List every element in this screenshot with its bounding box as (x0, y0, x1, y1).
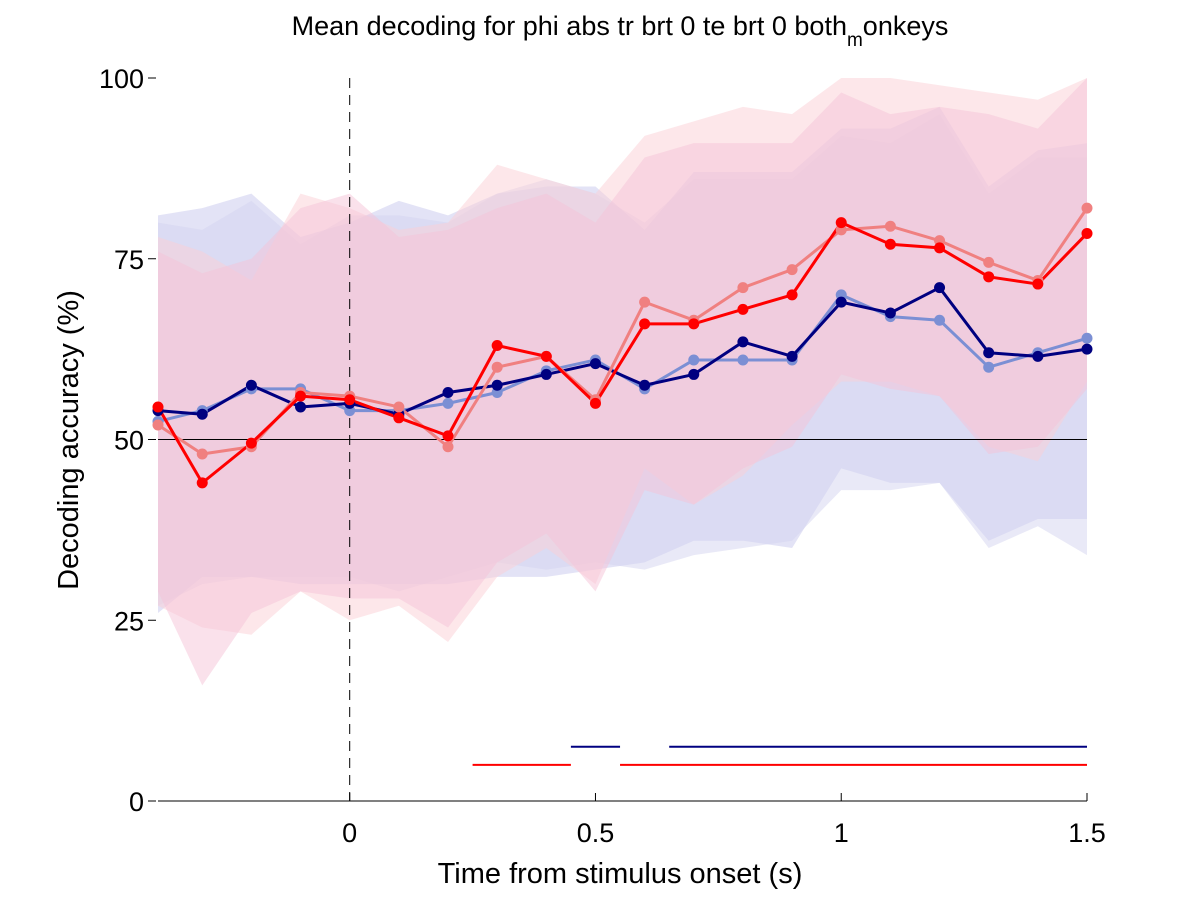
tick-labels: 0 0.5 1 1.5 0 25 50 75 100 (99, 64, 1106, 848)
data-point-s4-10 (589, 397, 601, 409)
y-axis-label: Decoding accuracy (%) (53, 290, 85, 590)
data-point-s2-15 (835, 296, 847, 308)
y-tick-label-1: 0 (129, 787, 144, 817)
data-point-s3-14 (786, 264, 798, 276)
data-point-s4-11 (639, 318, 651, 330)
data-point-s2-14 (786, 350, 798, 362)
y-tick-label-4: 75 (114, 245, 144, 275)
data-point-s2-18 (983, 347, 995, 359)
data-point-s1-12 (688, 354, 700, 366)
data-point-s4-2 (196, 477, 208, 489)
data-point-s2-16 (884, 307, 896, 319)
data-point-s3-13 (737, 282, 749, 294)
data-point-s1-13 (737, 354, 749, 366)
x-tick-label-4: 1.5 (1068, 818, 1106, 848)
data-point-s4-3 (245, 437, 257, 449)
data-point-s4-19 (1032, 278, 1044, 290)
data-point-s2-17 (934, 282, 946, 294)
data-point-s2-8 (491, 379, 503, 391)
data-point-s4-16 (884, 238, 896, 250)
series-lines (156, 207, 1089, 485)
reference-lines (158, 78, 1087, 801)
data-point-s3-8 (491, 361, 503, 373)
data-point-s3-1 (152, 419, 164, 431)
data-point-s1-18 (983, 361, 995, 373)
x-tick-label-3: 1 (834, 818, 849, 848)
confidence-bands (158, 78, 1087, 686)
series-line-2 (157, 286, 1088, 416)
data-point-s2-4 (295, 401, 307, 413)
data-point-s3-7 (442, 441, 454, 453)
data-point-s4-12 (688, 318, 700, 330)
chart-title: Mean decoding for phi abs tr brt 0 te br… (292, 11, 949, 51)
data-point-s2-9 (540, 368, 552, 380)
data-point-s2-2 (196, 408, 208, 420)
chart-title-subscript: m (847, 30, 863, 51)
x-axis-label: Time from stimulus onset (s) (438, 858, 803, 890)
series-line-3 (157, 207, 1089, 456)
data-point-s3-18 (983, 256, 995, 268)
x-tick-label-1: 0 (342, 818, 357, 848)
series-line-4 (156, 221, 1089, 485)
data-point-s4-20 (1081, 227, 1093, 239)
data-point-s4-17 (934, 242, 946, 254)
data-point-s4-5 (344, 394, 356, 406)
x-tick-label-2: 0.5 (577, 818, 615, 848)
data-point-s4-13 (737, 303, 749, 315)
y-tick-label-3: 50 (114, 426, 144, 456)
data-point-s4-15 (835, 217, 847, 229)
data-point-s3-2 (196, 448, 208, 460)
data-point-s2-12 (688, 368, 700, 380)
data-point-s4-6 (393, 412, 405, 424)
axes (148, 77, 1088, 802)
data-point-s2-7 (442, 387, 454, 399)
data-point-s2-11 (639, 379, 651, 391)
data-point-s3-11 (639, 296, 651, 308)
y-tick-label-5: 100 (99, 64, 144, 94)
data-point-s4-18 (983, 271, 995, 283)
data-point-s2-19 (1032, 350, 1044, 362)
y-tick-label-2: 25 (114, 606, 144, 636)
data-point-s3-20 (1081, 202, 1093, 214)
series-markers (152, 202, 1093, 489)
data-point-s1-17 (934, 314, 946, 326)
data-point-s4-1 (152, 401, 164, 413)
data-point-s4-14 (786, 289, 798, 301)
data-point-s2-13 (737, 336, 749, 348)
data-point-s4-7 (442, 430, 454, 442)
data-point-s4-4 (295, 390, 307, 402)
data-point-s1-7 (442, 397, 454, 409)
data-point-s2-10 (589, 358, 601, 370)
data-point-s2-20 (1081, 343, 1093, 355)
data-point-s3-6 (393, 401, 405, 413)
significance-bars (472, 745, 1087, 766)
data-point-s3-16 (884, 220, 896, 232)
data-point-s4-8 (491, 340, 503, 352)
data-point-s2-3 (245, 379, 257, 391)
data-point-s1-20 (1081, 332, 1093, 344)
data-point-s4-9 (540, 350, 552, 362)
